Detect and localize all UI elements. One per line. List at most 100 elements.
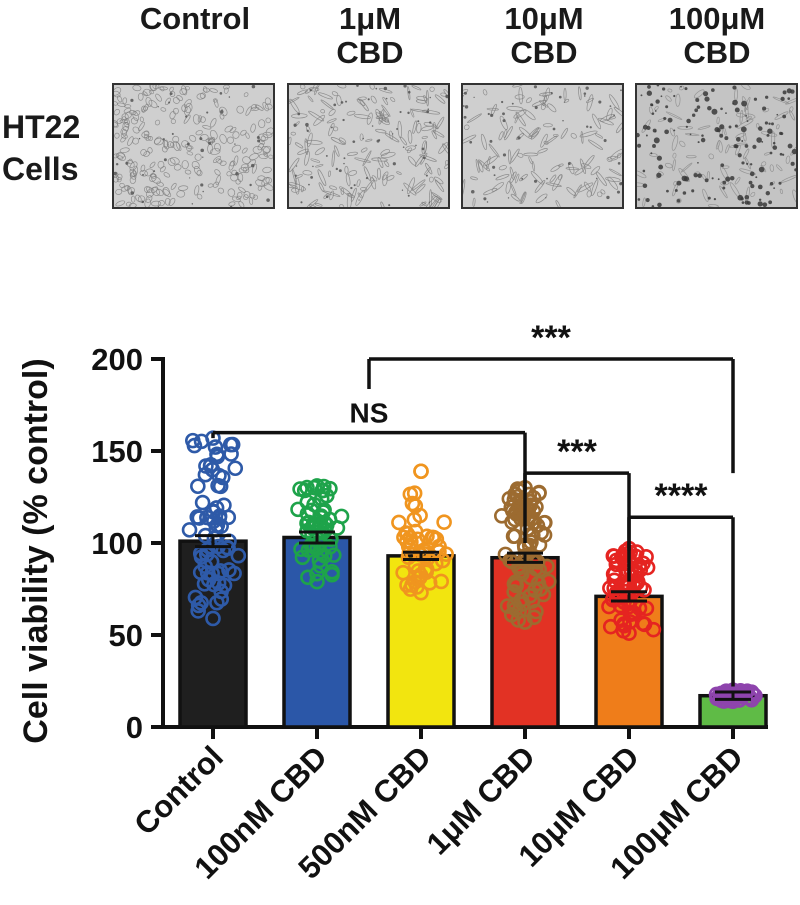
data-point (531, 484, 547, 501)
data-point (612, 597, 629, 614)
cell-debris (728, 125, 732, 129)
cell-outline (243, 92, 249, 98)
cell-outline (384, 160, 390, 167)
cell-debris (401, 189, 404, 191)
cell-debris (230, 205, 233, 207)
cell-debris (619, 182, 622, 186)
cell-debris (417, 120, 420, 123)
cell-outline (126, 159, 135, 168)
cell-debris (711, 177, 714, 180)
cell-outline (463, 179, 466, 198)
data-point (205, 610, 221, 627)
cell-outline (333, 145, 340, 157)
cell-debris (403, 85, 407, 88)
cell-outline (115, 200, 126, 207)
cell-outline (255, 179, 266, 187)
cell-outline (226, 136, 234, 144)
cell-debris (606, 195, 610, 200)
cell-outline (483, 188, 498, 196)
data-point (206, 576, 222, 593)
cell-outline (308, 87, 320, 92)
cell-outline (369, 85, 375, 90)
cell-debris (583, 92, 587, 95)
cell-outline (642, 197, 646, 207)
cell-outline (607, 155, 618, 161)
cell-debris (483, 197, 487, 201)
cell-debris (697, 161, 699, 164)
cell-outline (412, 120, 417, 134)
cell-debris (746, 162, 749, 165)
cell-debris (550, 92, 553, 95)
cell-outline (217, 187, 225, 194)
cell-outline (426, 90, 429, 107)
cell-outline (428, 176, 434, 183)
cell-outline (133, 110, 141, 116)
cell-outline (615, 121, 622, 134)
cell-debris (664, 129, 669, 135)
cell-debris (407, 111, 410, 115)
cell-outline (570, 133, 577, 139)
micrograph-1um-cbd (287, 83, 450, 209)
cell-debris (423, 156, 426, 160)
cell-outline (184, 169, 192, 175)
cell-debris (490, 113, 494, 118)
data-point (299, 479, 315, 496)
cell-debris (502, 112, 505, 116)
cell-debris (385, 97, 388, 100)
cell-outline (196, 93, 205, 100)
cell-debris (689, 133, 692, 136)
cell-outline (146, 188, 155, 198)
data-point (214, 469, 231, 486)
cell-outline (328, 109, 336, 116)
cell-outline (306, 199, 319, 207)
cell-outline (193, 166, 202, 176)
cell-debris (791, 148, 796, 155)
cell-outline (598, 117, 614, 126)
cell-outline (254, 104, 264, 111)
cell-debris (487, 112, 490, 116)
cell-debris (293, 123, 297, 127)
cell-outline (230, 173, 238, 182)
cell-outline (708, 153, 715, 160)
row-label-line2: Cells (2, 151, 79, 187)
cell-debris (463, 91, 467, 95)
cell-debris (657, 202, 662, 207)
cell-outline (114, 101, 118, 106)
cell-debris (305, 122, 309, 127)
cell-debris (722, 186, 726, 190)
cell-outline (167, 158, 176, 166)
cell-debris (464, 105, 469, 109)
cell-debris (171, 132, 174, 135)
cell-outline (486, 156, 491, 170)
data-point (621, 625, 637, 641)
cell-outline (328, 185, 338, 190)
cell-debris (656, 85, 660, 87)
cell-debris (720, 107, 723, 111)
cell-debris (392, 162, 396, 166)
cell-debris (157, 205, 159, 207)
cell-debris (714, 126, 720, 133)
cell-debris (744, 195, 750, 200)
cell-debris (306, 129, 309, 132)
cell-outline (739, 168, 756, 176)
data-point (716, 693, 732, 709)
data-point (519, 521, 536, 537)
cell-outline (741, 85, 751, 90)
cell-debris (469, 140, 473, 144)
cell-outline (140, 164, 146, 172)
cell-debris (219, 92, 223, 95)
cell-debris (500, 100, 504, 104)
cell-debris (749, 163, 753, 166)
cell-debris (356, 85, 359, 87)
row-label: HT22 Cells (2, 106, 80, 190)
cell-debris (335, 167, 338, 171)
cell-outline (314, 147, 325, 156)
cell-outline (184, 86, 190, 91)
cell-outline (297, 89, 308, 96)
cell-outline (142, 88, 152, 96)
cell-outline (245, 106, 252, 116)
cell-debris (585, 86, 589, 90)
cell-outline (314, 202, 323, 207)
cell-outline (210, 129, 218, 140)
cell-outline (498, 165, 507, 171)
